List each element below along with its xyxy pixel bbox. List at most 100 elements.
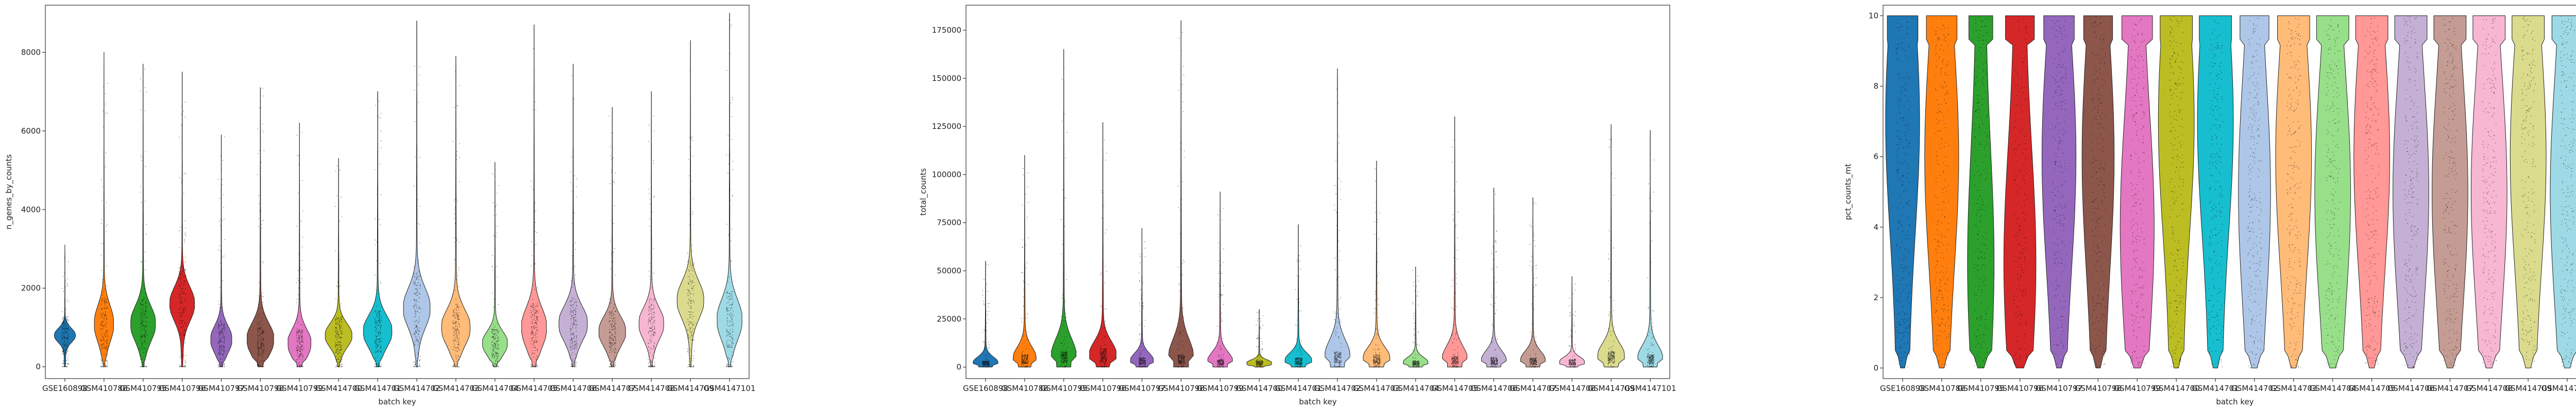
y-ticks: 0 25000 50000 75000 100000 125000 150000 175000 [932,26,966,372]
x-tick-label: GSM414704 [1392,384,1439,393]
x-tick-label: GSM414705 [2348,384,2395,393]
violin-points [2169,15,2184,368]
violin-body [521,24,547,367]
x-tick-label: GSM414702 [1314,384,1361,393]
violin-points [2482,15,2497,367]
y-tick-label: 6000 [21,126,41,136]
violin-points [2091,15,2106,368]
x-tick-label: GSM414704 [471,384,518,393]
x-axis-title: batch key [1299,397,1336,406]
violin-body [1051,49,1077,368]
x-tick-label: GSM410796 [1996,384,2043,393]
y-tick-label: 2000 [21,284,41,293]
x-tick-label: GSM4147101 [1624,384,1676,393]
y-tick-label: 10 [1869,11,1878,20]
violin-points [335,165,343,367]
violin-points [982,264,990,368]
violin-body [1559,276,1585,368]
x-tick-label: GSM410788 [80,384,127,393]
violin-body [2003,15,2037,368]
violin-points [2365,18,2379,365]
x-tick-label: GSM410798 [237,384,284,393]
violin-points [687,70,694,367]
x-tick-label: GSM410799 [2114,384,2161,393]
x-tick-label: GSM414708 [1549,384,1596,393]
violin-points [1647,159,1654,368]
violin-body [94,52,114,367]
x-tick-label: GSM414702 [393,384,440,393]
x-tick-label: GSM414704 [2309,384,2356,393]
violin-body [1520,197,1546,368]
x-tick-label: GSE160898 [42,384,88,393]
violin-body [1442,117,1468,368]
violin-points [608,116,617,367]
violin-body [1013,155,1037,368]
x-tick-label: GSM410797 [1118,384,1165,393]
x-tick-label: GSM414708 [628,384,675,393]
violin-points [257,88,265,367]
plot-area-frame [1883,5,2576,379]
violin-body [1168,20,1194,368]
violin-points [179,102,187,367]
violin-body [2120,15,2155,368]
x-tick-label: GSM414706 [1470,384,1517,393]
y-tick-label: 150000 [932,74,961,83]
violin-points [531,48,538,367]
violin-points [2130,15,2145,368]
y-axis-title: pct_counts_mt [1843,163,1853,220]
violin-body [1597,124,1625,368]
violin-points [1412,270,1420,368]
violin-body [2353,15,2390,368]
violin-points [2404,15,2418,368]
violin-body [2238,15,2271,368]
x-tick-label: GSM410799 [1197,384,1244,393]
violin-body [2510,15,2547,368]
violin-points [2052,15,2066,364]
violin-points [726,19,734,367]
y-tick-label: 4000 [21,205,41,214]
violin-body [210,135,232,367]
y-tick-label: 8000 [21,47,41,57]
violin-points [100,83,108,367]
x-tick-label: GSM410796 [1079,384,1126,393]
x-tick-label: GSM410798 [1158,384,1205,393]
y-tick-label: 75000 [937,218,961,227]
violin-body [363,91,393,367]
x-tick-label: GSM4147101 [2541,384,2576,393]
violin-body [54,244,76,367]
violin-points [1895,19,1910,369]
violin-body [1325,68,1350,368]
violin-points [296,132,304,367]
violin-points [413,66,421,367]
violin-body [2550,15,2576,368]
panel-total-counts: total_counts batch key 0 25000 50000 75000 1… [919,5,1676,406]
plot-area-frame [45,5,750,379]
violin-body [2158,15,2195,368]
x-tick-label: GSM410795 [120,384,166,393]
violin-body [1246,309,1272,368]
violin-body [599,107,626,367]
x-tick-label: GSM414706 [550,384,597,393]
violin-points [1021,168,1029,368]
x-tick-label: GSM414700 [2153,384,2199,393]
violin-body [973,260,998,368]
x-axis-title: batch key [378,397,416,406]
violin-body [1363,160,1391,368]
y-tick-label: 4 [1873,222,1878,232]
violin-body [482,162,508,367]
violin-points [1139,236,1146,368]
violins [54,12,742,367]
x-tick-label: GSM414705 [1431,384,1478,393]
violin-points [1373,168,1381,368]
x-tick-label: GSM414703 [432,384,479,393]
violin-body [1207,191,1233,368]
y-tick-label: 100000 [932,170,961,179]
violin-body [2432,15,2468,368]
violin-body [638,91,664,367]
y-ticks: 0 2000 4000 6000 8000 [21,47,45,371]
x-tick-label: GSM414708 [2466,384,2513,393]
panel-n-genes-by-counts: n_genes_by_counts batch key 0 2000 4000 600… [4,5,756,406]
x-tick-label: GSM410788 [1001,384,1048,393]
violin-body [287,123,311,367]
violin-body [2042,15,2076,368]
